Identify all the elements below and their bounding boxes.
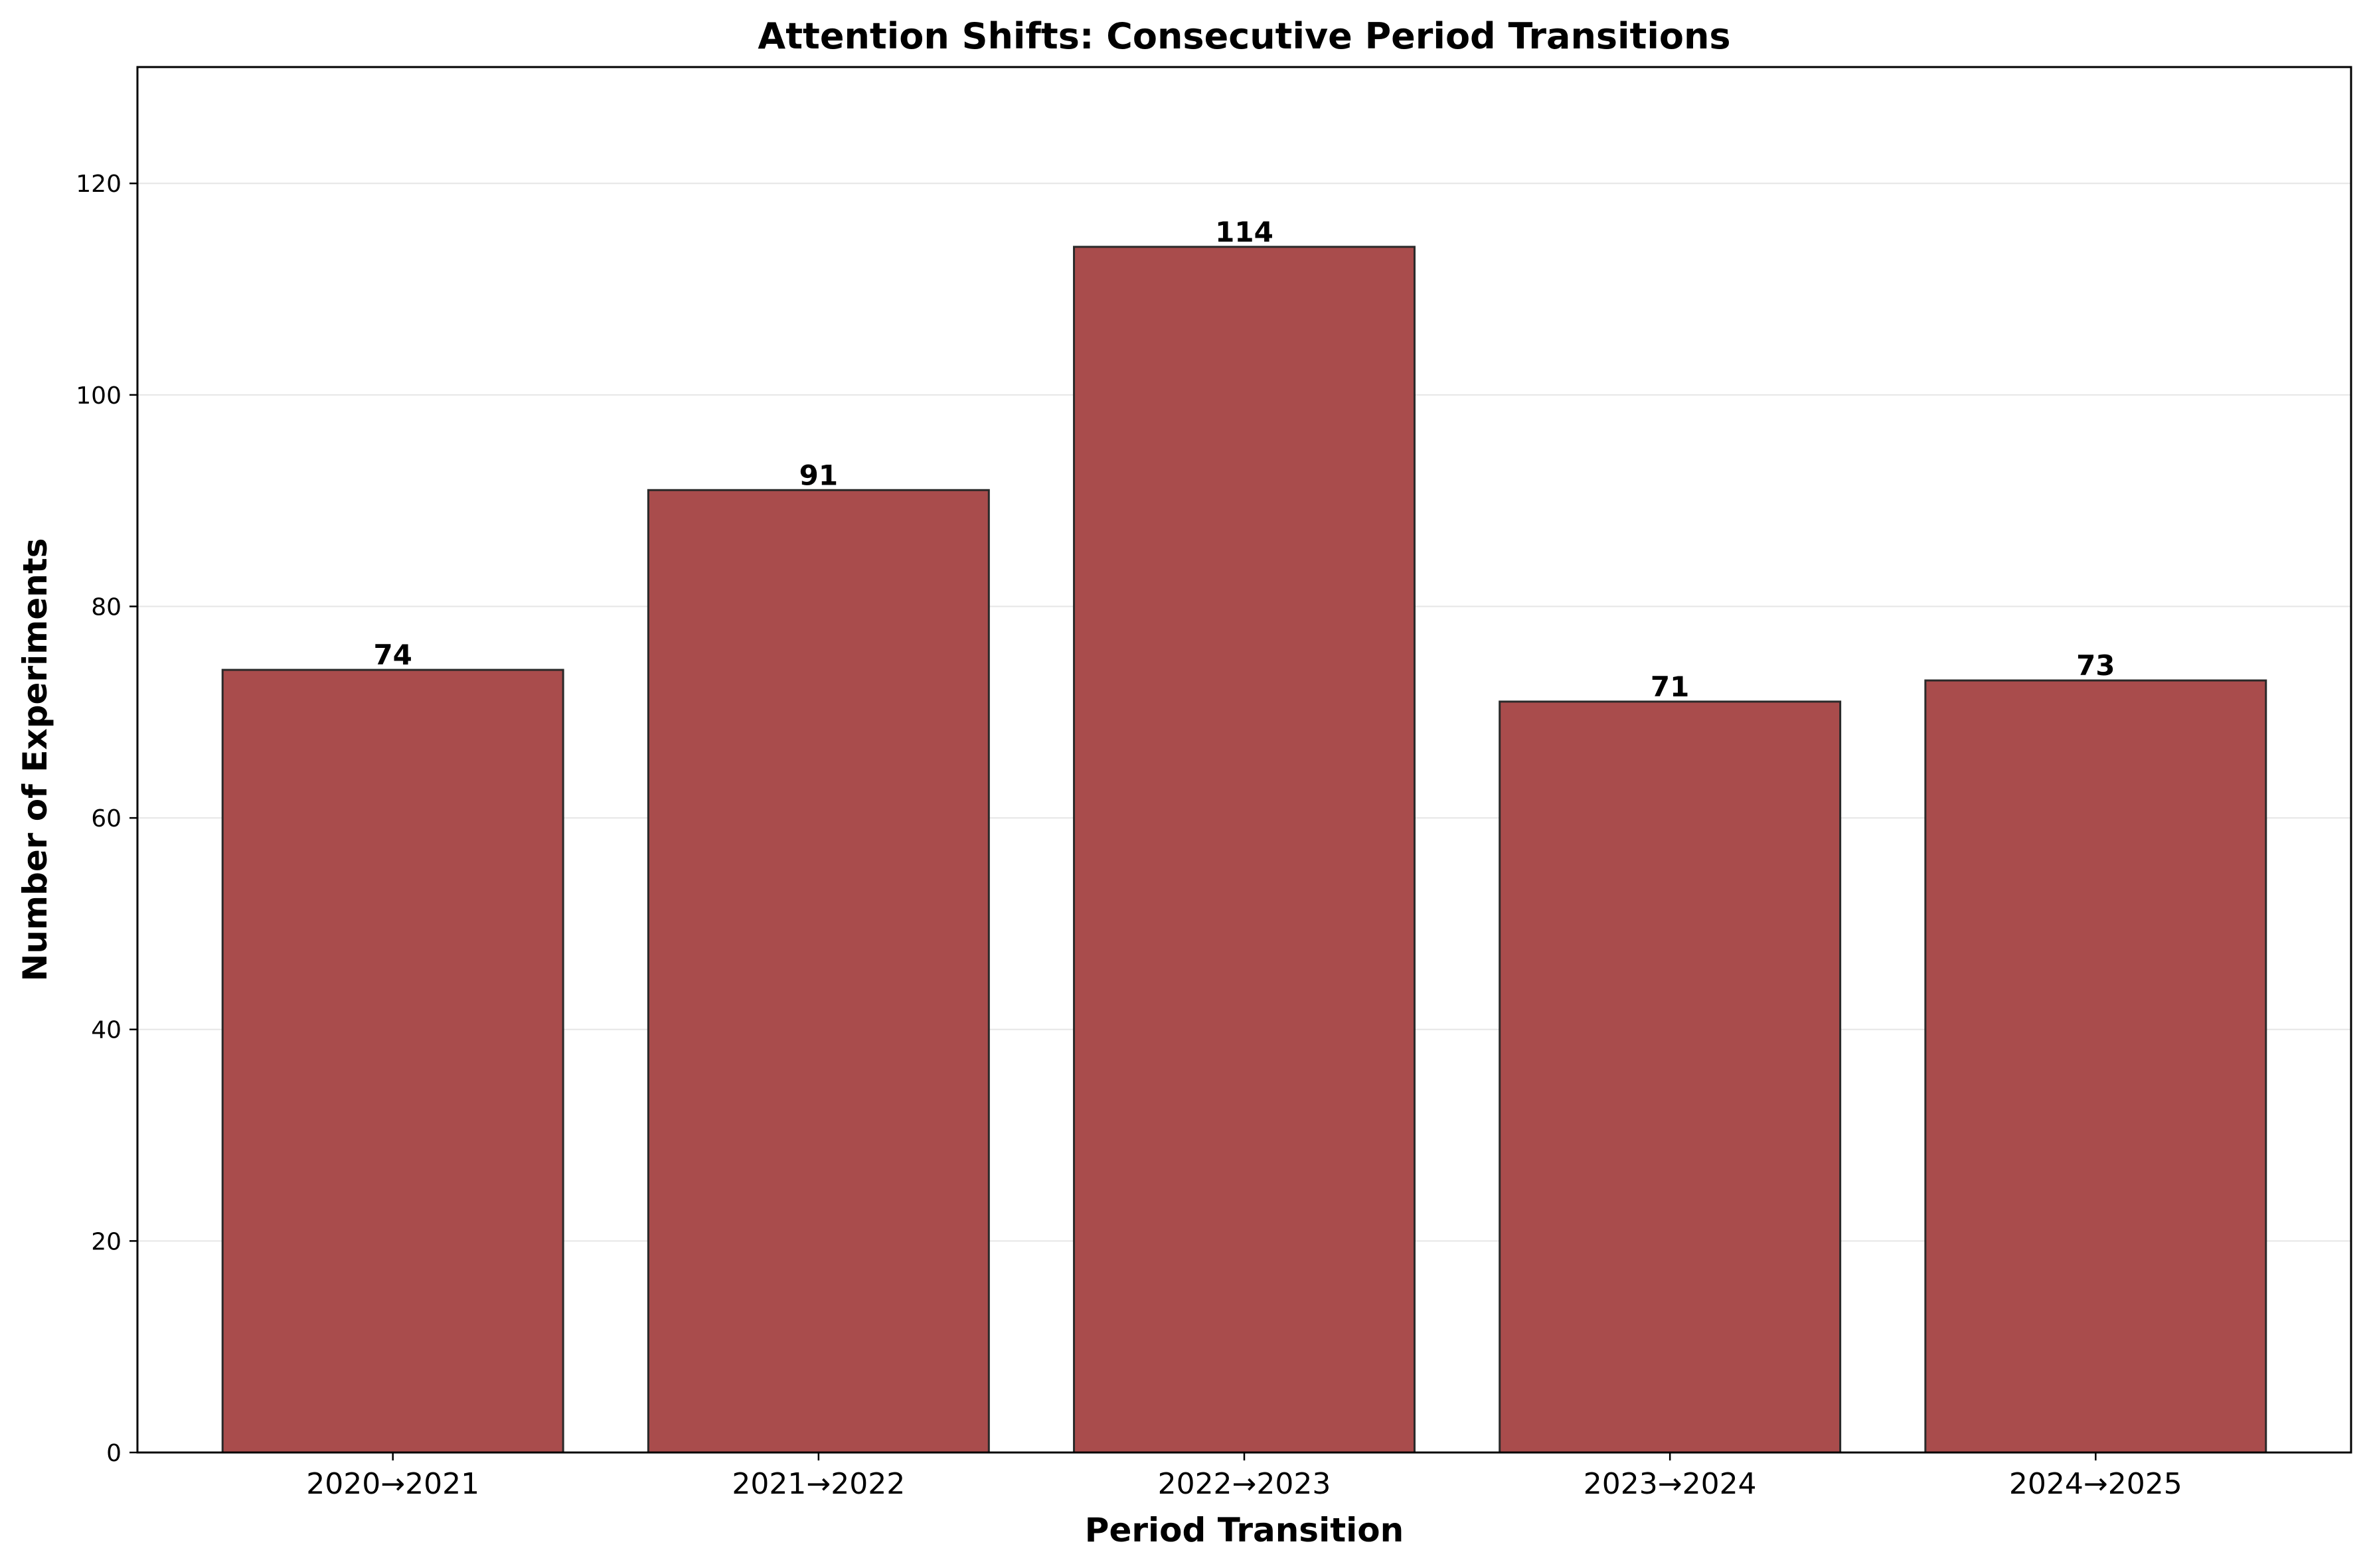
x-tick-label: 2024→2025 (2009, 1467, 2182, 1501)
y-tick-label: 100 (76, 382, 122, 410)
x-tick-label: 2022→2023 (1158, 1467, 1331, 1501)
x-tick-label: 2020→2021 (306, 1467, 479, 1501)
y-tick-label: 20 (91, 1228, 122, 1255)
y-tick-label: 120 (76, 171, 122, 198)
x-tick-label: 2021→2022 (732, 1467, 905, 1501)
chart-title: Attention Shifts: Consecutive Period Tra… (758, 15, 1730, 57)
x-axis-ticks: 2020→2021 2021→2022 2022→2023 2023→2024 2024… (306, 1452, 2182, 1501)
x-axis-label: Period Transition (1085, 1511, 1404, 1549)
bar-value-label: 73 (2076, 649, 2115, 682)
bar-value-label: 74 (373, 639, 412, 671)
bar-value-label: 91 (799, 459, 838, 491)
bar (221, 668, 564, 1454)
bars (221, 246, 2267, 1454)
bar (1073, 246, 1416, 1454)
x-tick-label: 2023→2024 (1584, 1467, 1757, 1501)
y-axis-ticks: 0 20 40 60 80 100 120 (76, 171, 137, 1467)
data-labels: 74 91 114 71 73 (373, 216, 2115, 703)
y-tick-label: 60 (91, 805, 122, 832)
bar (1499, 700, 1842, 1454)
y-tick-label: 80 (91, 593, 122, 621)
bar-value-label: 114 (1215, 216, 1273, 248)
y-tick-label: 40 (91, 1017, 122, 1044)
y-tick-label: 0 (106, 1440, 122, 1467)
bar (647, 489, 990, 1454)
bar (1924, 679, 2267, 1454)
bar-value-label: 71 (1651, 670, 1689, 703)
y-axis-label: Number of Experiments (16, 538, 54, 982)
